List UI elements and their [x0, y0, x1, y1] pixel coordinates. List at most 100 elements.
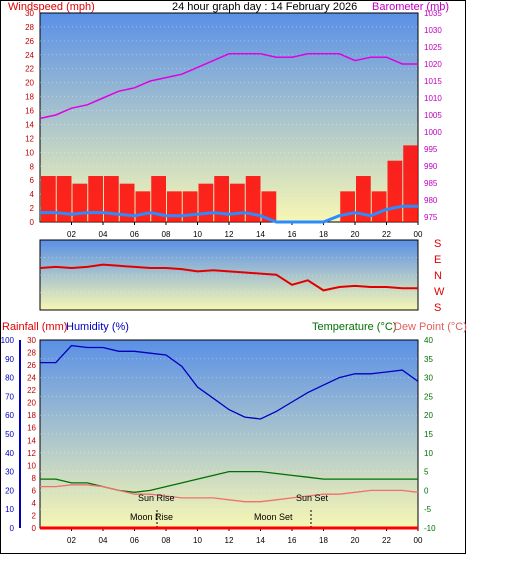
- wind-bar: [167, 191, 182, 222]
- rain-tick-label: 24: [27, 374, 36, 383]
- climate-x-tick-label: 08: [162, 536, 171, 545]
- wind-bar: [88, 176, 103, 222]
- climate-x-tick-label: 22: [382, 536, 391, 545]
- wind-series: [39, 53, 418, 224]
- humidity-tick-label: 90: [5, 355, 14, 364]
- climate-x-tick-label: 10: [193, 536, 202, 545]
- climate-x-tick-label: 00: [414, 536, 423, 545]
- humidity-tick-label: 0: [10, 524, 15, 533]
- climate-x-ticks: 02 04 06 08 10 12 14 16 18 20 22 00: [67, 528, 423, 545]
- baro-axis-title: Barometer (mb): [372, 1, 449, 13]
- baro-tick-label: 1020: [424, 60, 442, 69]
- climate-x-tick-label: 14: [256, 536, 265, 545]
- temperature-tick-label: -10: [424, 524, 436, 533]
- baro-right-ticks: 975 980 985 990 995 1000 1005 1010 1015 1020 1025 1…: [424, 9, 442, 222]
- barometer-line: [39, 53, 418, 120]
- rain-tick-label: 22: [27, 386, 36, 395]
- temperature-tick-label: 15: [424, 430, 433, 439]
- direction-label: S: [434, 302, 441, 314]
- wind-tick-label: 28: [25, 23, 34, 32]
- rain-tick-label: 26: [27, 361, 36, 370]
- temperature-tick-label: 25: [424, 392, 433, 401]
- wind-tick-label: 22: [25, 65, 34, 74]
- temperature-tick-label: 10: [424, 449, 433, 458]
- wind-bar: [356, 176, 371, 222]
- wind-bar: [214, 176, 229, 222]
- humidity-tick-label: 80: [5, 374, 14, 383]
- rain-tick-label: 14: [27, 436, 36, 445]
- temperature-tick-label: 5: [424, 468, 429, 477]
- wind-bar: [56, 176, 72, 222]
- humidity-line: [40, 344, 419, 420]
- climate-x-tick-label: 04: [99, 536, 108, 545]
- baro-tick-label: 1015: [424, 77, 442, 86]
- wind-bar: [403, 145, 418, 222]
- wind-axis-title: Windspeed (mph): [8, 1, 95, 13]
- baro-tick-label: 990: [424, 162, 438, 171]
- wind-x-tick-label: 22: [382, 230, 391, 239]
- rain-tick-label: 4: [32, 499, 37, 508]
- baro-tick-label: 1005: [424, 111, 442, 120]
- wind-tick-label: 0: [30, 218, 35, 227]
- wind-bar: [245, 176, 261, 222]
- climate-x-tick-label: 06: [130, 536, 139, 545]
- direction-label: W: [434, 286, 445, 298]
- baro-tick-label: 980: [424, 196, 438, 205]
- rain-tick-label: 18: [27, 411, 36, 420]
- wind-x-tick-label: 14: [256, 230, 265, 239]
- rain-tick-label: 10: [27, 461, 36, 470]
- wind-bar: [104, 176, 119, 222]
- direction-series: [39, 263, 418, 292]
- humidity-tick-label: 100: [1, 336, 15, 345]
- wind-tick-label: 30: [25, 9, 34, 18]
- climate-x-tick-label: 02: [67, 536, 76, 545]
- sun-set-label: Sun Set: [296, 493, 329, 503]
- baro-tick-label: 1000: [424, 128, 442, 137]
- wind-bar: [135, 191, 151, 222]
- wind-tick-label: 16: [25, 107, 34, 116]
- moon-set-label: Moon Set: [254, 512, 293, 522]
- dew-axis-title: Dew Point (°C): [394, 321, 467, 333]
- wind-x-tick-label: 18: [319, 230, 328, 239]
- wind-x-ticks: 02 04 06 08 10 12 14 16 18 20 22 00: [67, 222, 423, 239]
- wind-tick-label: 18: [25, 93, 34, 102]
- wind-tick-label: 26: [25, 37, 34, 46]
- wind-bar: [340, 191, 355, 222]
- rain-tick-label: 30: [27, 336, 36, 345]
- wind-tick-label: 8: [30, 162, 35, 171]
- wind-bar: [72, 183, 88, 222]
- baro-tick-label: 995: [424, 145, 438, 154]
- humidity-tick-label: 40: [5, 449, 14, 458]
- rain-tick-label: 16: [27, 424, 36, 433]
- page-title: 24 hour graph day : 14 February 2026: [172, 1, 357, 13]
- wind-tick-label: 10: [25, 148, 34, 157]
- wind-tick-label: 12: [25, 134, 34, 143]
- temperature-tick-label: -5: [424, 505, 432, 514]
- wind-x-tick-label: 10: [193, 230, 202, 239]
- wind-x-tick-label: 06: [130, 230, 139, 239]
- humidity-tick-label: 50: [5, 430, 14, 439]
- humidity-tick-label: 20: [5, 486, 14, 495]
- wind-bar: [198, 183, 214, 222]
- wind-direction-line: [39, 263, 418, 292]
- baro-tick-label: 1025: [424, 43, 442, 52]
- wind-bar: [182, 191, 198, 222]
- wind-x-tick-label: 16: [288, 230, 297, 239]
- direction-label: N: [434, 270, 442, 282]
- rain-axis-title: Rainfall (mm): [2, 321, 67, 333]
- climate-x-tick-label: 12: [225, 536, 234, 545]
- wind-x-tick-label: 02: [67, 230, 76, 239]
- wind-x-tick-label: 00: [414, 230, 423, 239]
- rain-tick-label: 0: [32, 524, 37, 533]
- wind-tick-label: 24: [25, 51, 34, 60]
- direction-panel: [39, 239, 419, 311]
- wind-x-tick-label: 04: [99, 230, 108, 239]
- climate-x-tick-label: 18: [319, 536, 328, 545]
- moon-rise-label: Moon Rise: [130, 512, 173, 522]
- rain-tick-label: 6: [32, 486, 37, 495]
- wind-tick-label: 14: [25, 120, 34, 129]
- humidity-tick-label: 60: [5, 411, 14, 420]
